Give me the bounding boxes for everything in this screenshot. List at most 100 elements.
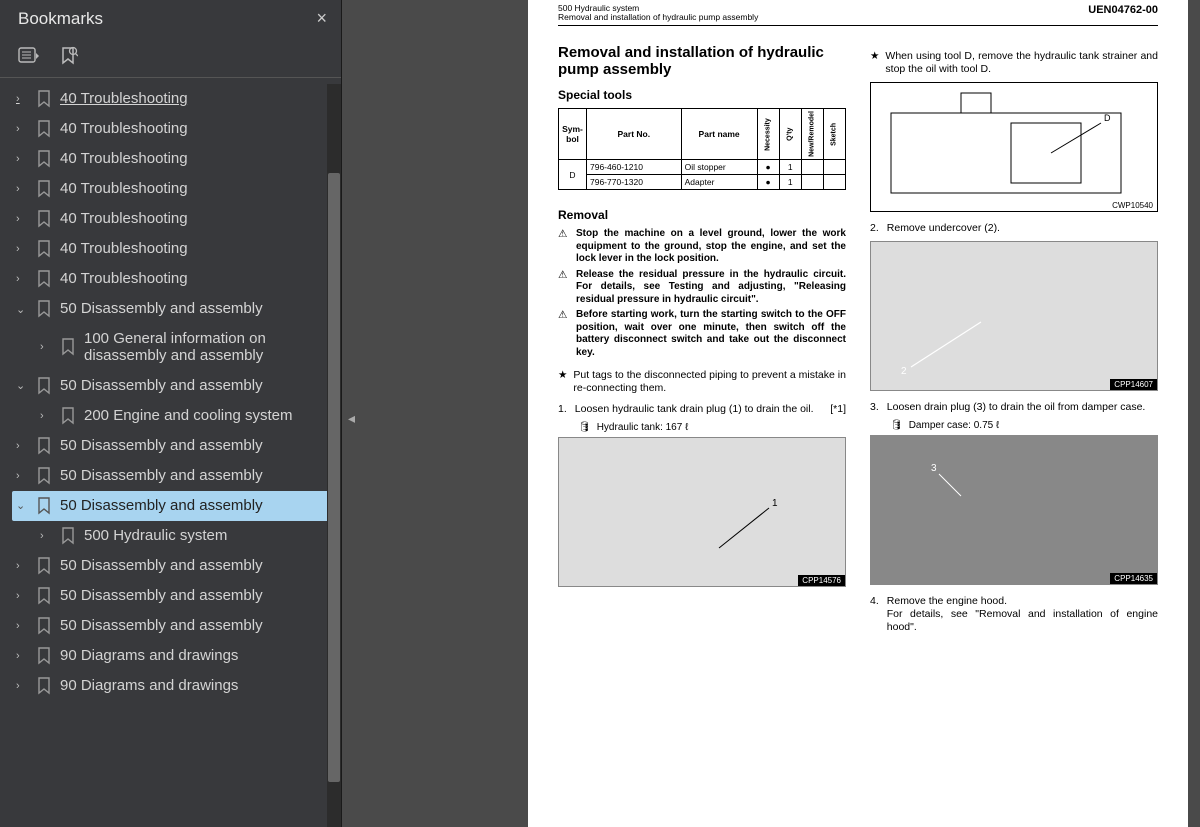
cell-nec: ● xyxy=(757,160,779,175)
bookmark-item[interactable]: › 40 Troubleshooting xyxy=(12,174,335,204)
svg-text:1: 1 xyxy=(772,498,778,509)
chevron-right-icon[interactable]: › xyxy=(16,680,28,692)
bookmark-icon xyxy=(36,180,52,198)
cell-partno: 796-460-1210 xyxy=(587,160,682,175)
chevron-right-icon[interactable]: › xyxy=(16,153,28,165)
bookmark-item[interactable]: ⌄50 Disassembly and assembly xyxy=(12,491,335,521)
th-remodel: New/Remodel xyxy=(801,109,823,160)
warning-icon: ⚠ xyxy=(558,228,570,266)
bookmark-item[interactable]: ›50 Disassembly and assembly xyxy=(12,551,335,581)
bookmark-label: 100 General information on disassembly a… xyxy=(84,330,331,365)
bookmark-item[interactable]: › 50 Disassembly and assembly xyxy=(12,581,335,611)
svg-text:3: 3 xyxy=(931,463,937,474)
bookmark-item[interactable]: ›40 Troubleshooting xyxy=(12,84,335,114)
bookmark-label: 40 Troubleshooting xyxy=(60,120,331,137)
star-icon: ★ xyxy=(558,369,567,395)
bookmark-label: 40 Troubleshooting xyxy=(60,240,331,257)
chevron-down-icon[interactable]: ⌄ xyxy=(16,499,28,512)
chevron-right-icon[interactable]: › xyxy=(16,213,28,225)
warning-icon: ⚠ xyxy=(558,309,570,359)
special-tools-heading: Special tools xyxy=(558,88,846,102)
warning-text: Release the residual pressure in the hyd… xyxy=(576,269,846,307)
fluid-icon: 🛢 xyxy=(890,420,903,431)
bookmark-item[interactable]: ›90 Diagrams and drawings xyxy=(12,671,335,701)
chevron-right-icon[interactable]: › xyxy=(16,123,28,135)
bookmark-item[interactable]: › 500 Hydraulic system xyxy=(12,521,335,551)
bookmark-icon xyxy=(60,407,76,425)
bookmark-icon xyxy=(36,270,52,288)
bookmark-icon xyxy=(36,377,52,395)
find-bookmark-icon[interactable] xyxy=(58,45,80,67)
collapse-handle-icon[interactable]: ◂ xyxy=(348,410,355,427)
scrollbar-thumb[interactable] xyxy=(328,173,340,782)
bookmark-label: 40 Troubleshooting xyxy=(60,180,331,197)
bookmark-item[interactable]: › 40 Troubleshooting xyxy=(12,204,335,234)
bookmark-icon xyxy=(36,300,52,318)
scrollbar-track[interactable] xyxy=(327,84,341,827)
document-viewport[interactable]: 500 Hydraulic system Removal and install… xyxy=(368,0,1200,827)
fluid-icon: 🛢 xyxy=(578,422,591,433)
bookmark-item[interactable]: ⌄50 Disassembly and assembly xyxy=(12,294,335,324)
th-symbol: Sym-bol xyxy=(559,109,587,160)
bookmarks-title: Bookmarks xyxy=(18,9,103,29)
chevron-right-icon[interactable]: › xyxy=(16,620,28,632)
bookmark-label: 50 Disassembly and assembly xyxy=(60,617,331,634)
cell-qty: 1 xyxy=(779,175,801,190)
chevron-down-icon[interactable]: ⌄ xyxy=(16,303,28,316)
chevron-right-icon[interactable]: › xyxy=(16,590,28,602)
bookmark-label: 40 Troubleshooting xyxy=(60,210,331,227)
cell-name: Adapter xyxy=(681,175,757,190)
close-icon[interactable]: × xyxy=(316,8,327,29)
bookmark-item[interactable]: › 50 Disassembly and assembly xyxy=(12,611,335,641)
cell-symbol: D xyxy=(559,160,587,190)
bookmark-icon xyxy=(36,617,52,635)
bookmark-label: 50 Disassembly and assembly xyxy=(60,587,331,604)
panel-resize-gutter[interactable]: ◂ xyxy=(342,0,368,827)
warning-text: Stop the machine on a level ground, lowe… xyxy=(576,228,846,266)
bookmark-item[interactable]: ›90 Diagrams and drawings xyxy=(12,641,335,671)
chevron-right-icon[interactable]: › xyxy=(16,243,28,255)
header-subsection: Removal and installation of hydraulic pu… xyxy=(558,13,758,22)
th-partno: Part No. xyxy=(587,109,682,160)
bookmark-label: 40 Troubleshooting xyxy=(60,270,331,287)
step-number: 1. xyxy=(558,403,567,416)
figure: 3 CPP14635 xyxy=(870,435,1158,585)
chevron-right-icon[interactable]: › xyxy=(16,650,28,662)
bookmark-item[interactable]: › 40 Troubleshooting xyxy=(12,114,335,144)
bookmark-item[interactable]: › 100 General information on disassembly … xyxy=(12,324,335,371)
chevron-right-icon[interactable]: › xyxy=(16,560,28,572)
bookmark-item[interactable]: ›50 Disassembly and assembly xyxy=(12,431,335,461)
chevron-right-icon[interactable]: › xyxy=(16,273,28,285)
options-icon[interactable] xyxy=(18,45,40,67)
bookmark-icon xyxy=(36,557,52,575)
chevron-right-icon[interactable]: › xyxy=(40,530,52,542)
bookmark-item[interactable]: › 40 Troubleshooting xyxy=(12,264,335,294)
bookmarks-toolbar xyxy=(0,37,341,77)
chevron-right-icon[interactable]: › xyxy=(16,440,28,452)
chevron-right-icon[interactable]: › xyxy=(16,470,28,482)
bookmark-icon xyxy=(36,150,52,168)
chevron-right-icon[interactable]: › xyxy=(40,410,52,422)
bookmark-icon xyxy=(36,677,52,695)
bookmark-item[interactable]: ›40 Troubleshooting xyxy=(12,144,335,174)
step-text: Loosen hydraulic tank drain plug (1) to … xyxy=(575,403,814,415)
chevron-right-icon[interactable]: › xyxy=(16,93,28,105)
bookmark-item[interactable]: › 40 Troubleshooting xyxy=(12,234,335,264)
chevron-down-icon[interactable]: ⌄ xyxy=(16,379,28,392)
warning-text: Before starting work, turn the starting … xyxy=(576,309,846,359)
chevron-right-icon[interactable]: › xyxy=(40,341,52,353)
bookmark-label: 500 Hydraulic system xyxy=(84,527,331,544)
bookmark-icon xyxy=(36,467,52,485)
chevron-right-icon[interactable]: › xyxy=(16,183,28,195)
step-ref: [*1] xyxy=(830,403,846,416)
bookmark-item[interactable]: ⌄ 50 Disassembly and assembly xyxy=(12,371,335,401)
header-doc-code: UEN04762-00 xyxy=(1088,4,1158,23)
bookmark-item[interactable]: ›50 Disassembly and assembly xyxy=(12,461,335,491)
th-partname: Part name xyxy=(681,109,757,160)
bookmark-icon xyxy=(36,647,52,665)
bookmark-list[interactable]: › 40 Troubleshooting › 40 Troubleshooting › 4… xyxy=(0,84,341,827)
left-column: Removal and installation of hydraulic pu… xyxy=(558,44,846,641)
bookmark-item[interactable]: ›200 Engine and cooling system xyxy=(12,401,335,431)
cell-partno: 796-770-1320 xyxy=(587,175,682,190)
bookmark-label: 50 Disassembly and assembly xyxy=(60,377,331,394)
